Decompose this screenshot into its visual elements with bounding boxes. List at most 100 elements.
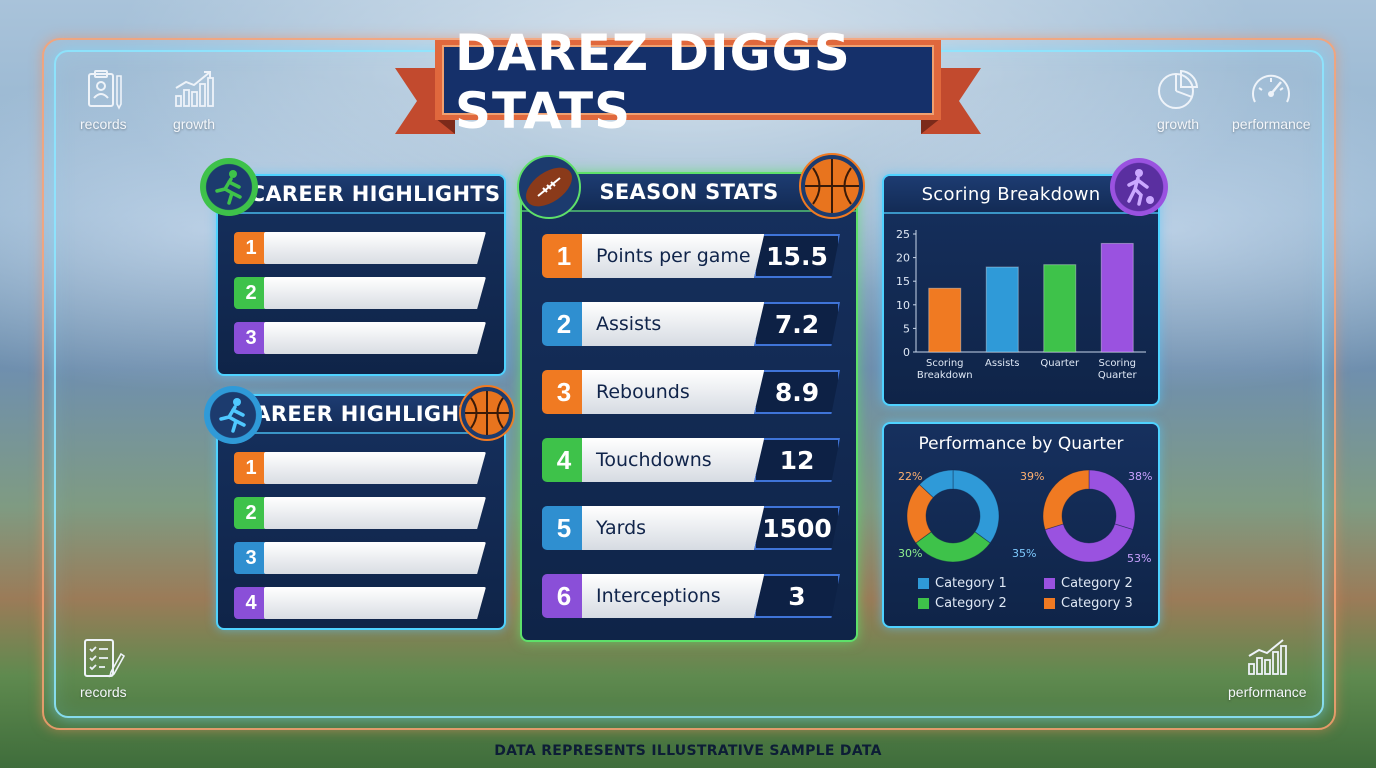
growth-corner-top-right: growth (1156, 68, 1200, 132)
checklist-icon (84, 639, 126, 678)
page-title: DAREZ DIGGS STATS (455, 24, 851, 140)
chart-title: Performance by Quarter (918, 434, 1124, 454)
career-highlights-panel-2: CAREER HIGHLIGHTS 1 2 3 4 (216, 394, 506, 630)
bar (985, 266, 1019, 353)
highlight-bar (264, 587, 486, 619)
scoring-breakdown-panel: Scoring Breakdown 0 5 10 15 20 25 Scoring Break… (882, 174, 1160, 406)
bar-growth-icon (175, 71, 214, 107)
stat-label: Assists (582, 302, 772, 346)
legend-swatch (918, 598, 929, 609)
stat-label: Rebounds (582, 370, 772, 414)
donut-slice (952, 469, 1000, 544)
highlight-row: 4 (234, 587, 490, 619)
slice-label: 22% (898, 470, 922, 483)
season-stats-panel: SEASON STATS 1 Points per game 15.5 2 Assist… (520, 172, 858, 642)
pie-chart-icon (1158, 69, 1199, 109)
basketball-icon (798, 152, 866, 220)
slice-label: 38% (1128, 470, 1152, 483)
stat-number: 2 (542, 302, 586, 346)
panel-title: CAREER HIGHLIGHTS (218, 396, 504, 434)
stat-row: 2 Assists 7.2 (542, 302, 842, 346)
y-tick-label: 0 (903, 346, 910, 359)
row-number: 2 (234, 277, 268, 309)
x-tick-label: Assists (985, 358, 1019, 369)
scoring-bar-chart: 0 5 10 15 20 25 Scoring Breakdown Assists Quarter… (896, 228, 1146, 381)
stat-value: 12 (754, 438, 840, 482)
performance-corner-top-right: performance (1232, 68, 1311, 132)
clipboard-icon (88, 70, 123, 110)
slice-label: 35% (1012, 547, 1036, 560)
legend-item: Category 3 (1044, 596, 1133, 611)
corner-label: performance (1232, 116, 1311, 132)
legend-item: Category 2 (918, 596, 1007, 611)
bar (928, 287, 962, 353)
stat-number: 5 (542, 506, 586, 550)
stat-number: 3 (542, 370, 586, 414)
donut-slice (1042, 469, 1090, 531)
highlight-row: 3 (234, 322, 490, 354)
legend-swatch (1044, 578, 1055, 589)
y-tick-label: 25 (896, 228, 910, 241)
x-tick-label: Scoring Breakdown (917, 358, 973, 381)
career-highlights-panel-1: CAREER HIGHLIGHTS 1 2 3 (216, 174, 506, 376)
donut-slice (918, 469, 954, 499)
x-tick-label: Scoring Quarter (1098, 358, 1138, 381)
highlight-row: 3 (234, 542, 490, 574)
legend-swatch (918, 578, 929, 589)
corner-label: growth (1156, 116, 1200, 132)
stat-label: Points per game (582, 234, 772, 278)
performance-by-quarter-panel: Performance by Quarter 35% 30% 22% 38% 53% 39… (882, 422, 1160, 628)
donut-slice (915, 531, 991, 563)
y-tick-label: 20 (896, 252, 910, 265)
row-number: 3 (234, 542, 268, 574)
row-number: 2 (234, 497, 268, 529)
stat-row: 6 Interceptions 3 (542, 574, 842, 618)
runner-icon (204, 386, 262, 444)
y-tick-label: 5 (903, 322, 910, 335)
legend-swatch (1044, 598, 1055, 609)
highlight-bar (264, 542, 486, 574)
performance-corner-bottom-right: performance (1228, 636, 1307, 700)
runner-icon (200, 158, 258, 216)
stat-value: 7.2 (754, 302, 840, 346)
highlight-bar (264, 497, 486, 529)
corner-label: records (80, 684, 127, 700)
highlight-row: 2 (234, 277, 490, 309)
highlight-bar (264, 322, 486, 354)
legend-item: Category 2 (1044, 576, 1133, 591)
speedometer-icon (1252, 74, 1291, 103)
stat-number: 6 (542, 574, 586, 618)
stat-label: Touchdowns (582, 438, 772, 482)
row-number: 3 (234, 322, 268, 354)
panel-title: CAREER HIGHLIGHTS (218, 176, 504, 214)
stat-label: Interceptions (582, 574, 772, 618)
legend-item: Category 1 (918, 576, 1007, 591)
stat-row: 1 Points per game 15.5 (542, 234, 842, 278)
stat-row: 5 Yards 1500 (542, 506, 842, 550)
y-tick-label: 10 (896, 299, 910, 312)
highlight-row: 1 (234, 232, 490, 264)
highlight-bar (264, 232, 486, 264)
bar-growth-icon (1248, 639, 1288, 675)
footer-disclaimer: DATA REPRESENTS ILLUSTRATIVE SAMPLE DATA (494, 743, 882, 759)
slice-label: 53% (1127, 552, 1151, 565)
corner-label: records (80, 116, 127, 132)
row-number: 1 (234, 232, 268, 264)
soccer-player-icon (1110, 158, 1168, 216)
performance-donut-chart: 35% 30% 22% 38% 53% 39% (898, 469, 1152, 565)
highlight-bar (264, 452, 486, 484)
stat-value: 15.5 (754, 234, 840, 278)
bar (1100, 242, 1134, 353)
slice-label: 30% (898, 547, 922, 560)
title-banner: DAREZ DIGGS STATS (395, 24, 981, 140)
basketball-icon (458, 384, 516, 442)
stat-row: 3 Rebounds 8.9 (542, 370, 842, 414)
corner-label: performance (1228, 684, 1307, 700)
highlight-row: 2 (234, 497, 490, 529)
growth-corner-top-left: growth (172, 68, 216, 132)
football-icon (516, 154, 582, 220)
row-number: 1 (234, 452, 268, 484)
highlight-bar (264, 277, 486, 309)
highlight-row: 1 (234, 452, 490, 484)
bar (1043, 264, 1077, 353)
